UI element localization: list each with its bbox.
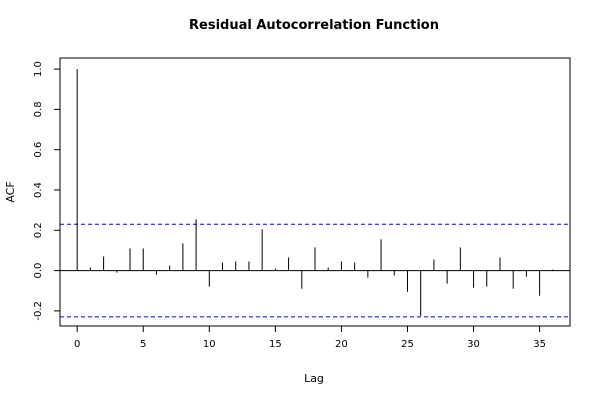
y-tick-label: 1.0 xyxy=(33,61,44,77)
x-tick-label: 35 xyxy=(533,339,546,350)
chart-marks: 0 5 10 15 20 25 30 35 -0.2 0.0 0.2 0.4 0.6 0.8 1.0 xyxy=(33,61,570,350)
x-tick-label: 20 xyxy=(335,339,348,350)
x-tick-label: 15 xyxy=(269,339,282,350)
chart-title: Residual Autocorrelation Function xyxy=(189,18,439,33)
y-tick-label: -0.2 xyxy=(33,301,44,321)
y-axis-label: ACF xyxy=(4,181,17,202)
y-tick-label: 0.0 xyxy=(33,263,44,279)
y-tick-label: 0.4 xyxy=(33,182,44,198)
y-tick-label: 0.8 xyxy=(33,101,44,117)
x-tick-label: 0 xyxy=(74,339,80,350)
x-tick-label: 5 xyxy=(140,339,146,350)
x-axis-label: Lag xyxy=(304,372,324,385)
x-tick-label: 30 xyxy=(467,339,480,350)
x-tick-label: 25 xyxy=(401,339,414,350)
x-tick-label: 10 xyxy=(203,339,216,350)
y-tick-label: 0.6 xyxy=(33,142,44,158)
plot-frame xyxy=(59,57,571,327)
y-tick-label: 0.2 xyxy=(33,222,44,238)
